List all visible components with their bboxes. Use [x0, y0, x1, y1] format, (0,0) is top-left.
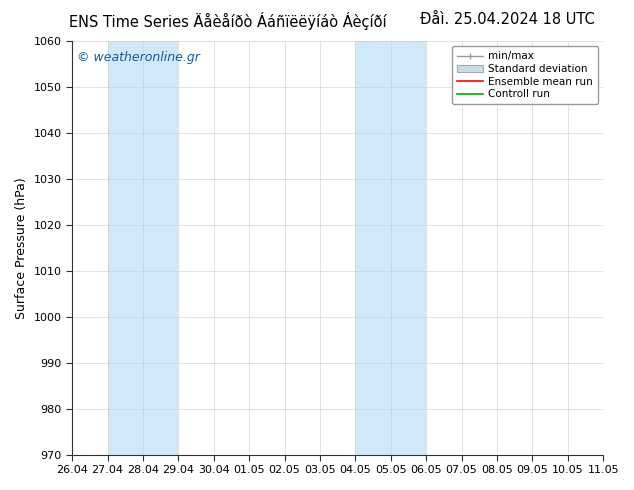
Y-axis label: Surface Pressure (hPa): Surface Pressure (hPa): [15, 177, 28, 318]
Text: © weatheronline.gr: © weatheronline.gr: [77, 51, 200, 64]
Bar: [108, 41, 178, 455]
Legend: min/max, Standard deviation, Ensemble mean run, Controll run: min/max, Standard deviation, Ensemble me…: [451, 46, 598, 104]
Bar: [603, 41, 634, 455]
Bar: [355, 41, 426, 455]
Text: Ðåì. 25.04.2024 18 UTC: Ðåì. 25.04.2024 18 UTC: [420, 12, 595, 27]
Text: ENS Time Series Äåèåíðò Ááñïëëÿíáò Áèçíðí: ENS Time Series Äåèåíðò Ááñïëëÿíáò Áèçíð…: [70, 12, 387, 30]
